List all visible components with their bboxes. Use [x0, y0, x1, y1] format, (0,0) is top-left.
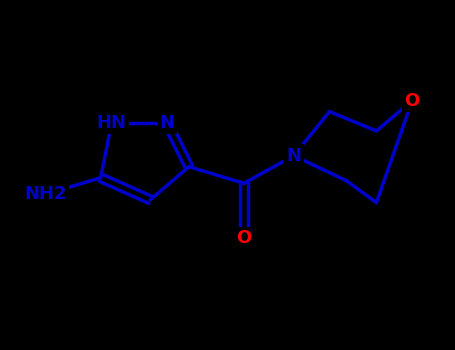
Text: N: N — [159, 114, 174, 132]
Text: N: N — [286, 147, 301, 165]
Text: N: N — [286, 147, 301, 165]
Text: O: O — [404, 92, 420, 110]
Text: O: O — [237, 229, 252, 247]
Text: O: O — [404, 92, 420, 110]
Text: N: N — [159, 114, 174, 132]
Text: HN: HN — [96, 114, 126, 132]
Text: NH2: NH2 — [24, 185, 67, 203]
Text: HN: HN — [96, 114, 126, 132]
Text: O: O — [237, 229, 252, 247]
Text: NH2: NH2 — [24, 185, 67, 203]
